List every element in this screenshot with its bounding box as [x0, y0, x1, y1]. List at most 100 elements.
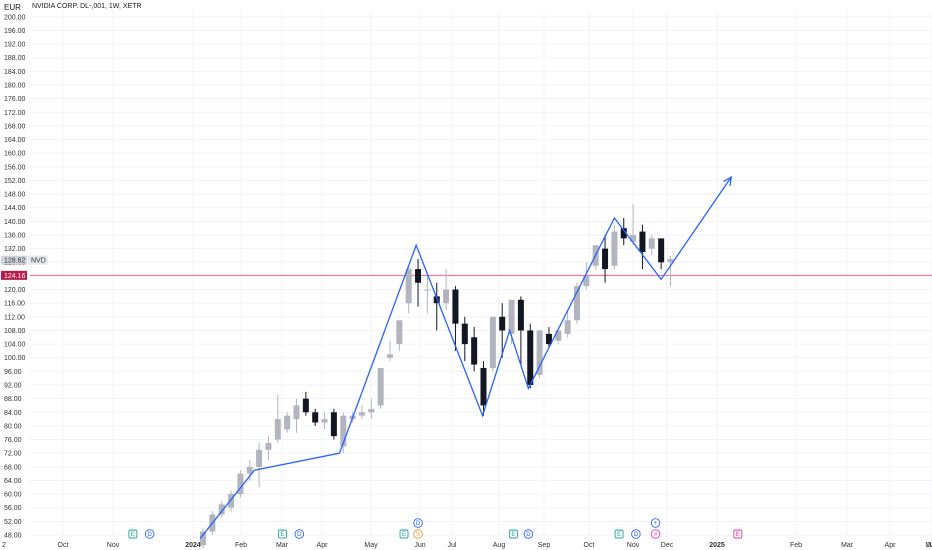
y-tick-label: 172.00	[4, 110, 26, 117]
candle-body	[330, 412, 337, 437]
event-marker[interactable]: D	[523, 529, 534, 539]
candle-body	[489, 316, 496, 368]
price-badges: 128.62 NVD 124.16	[1, 255, 48, 280]
candle-body	[443, 289, 450, 304]
event-badge	[413, 518, 423, 528]
y-tick-label: 196.00	[4, 28, 26, 35]
candle-body	[517, 299, 524, 331]
earnings-badge	[399, 529, 409, 539]
event-letter: E	[511, 532, 515, 538]
candle	[265, 436, 272, 460]
y-tick-label: 176.00	[4, 96, 26, 103]
earnings-badge	[733, 529, 743, 539]
event-marker[interactable]: D	[144, 529, 155, 539]
candle-body	[555, 330, 562, 341]
pattern-drawing[interactable]	[199, 175, 733, 539]
candle-body	[667, 258, 674, 263]
price-axis[interactable]: 48.00 52.00 56.00 60.00 64.00 68.00 72.00 76.00…	[4, 14, 26, 539]
candle	[415, 258, 422, 307]
y-tick-label: 52.00	[4, 519, 22, 526]
earnings-badge	[508, 529, 518, 539]
y-tick-label: 108.00	[4, 328, 26, 335]
y-tick-label: 188.00	[4, 55, 26, 62]
candle-body	[246, 466, 253, 474]
y-tick-label: 116.00	[4, 301, 25, 308]
x-tick-label: Nov	[627, 542, 640, 549]
candle-body	[424, 289, 431, 291]
candle	[592, 245, 599, 270]
y-tick-label: 100.00	[4, 355, 26, 362]
candle	[499, 303, 506, 358]
x-tick-label: Feb	[235, 542, 247, 549]
candle-body	[527, 330, 534, 385]
x-tick-label: Jul	[448, 542, 457, 549]
candle	[461, 316, 468, 362]
candle-body	[508, 299, 515, 334]
y-tick-label: 132.00	[4, 246, 26, 253]
x-tick-label: Dec	[661, 542, 674, 549]
y-tick-label: 60.00	[4, 492, 22, 499]
candle-body	[574, 286, 580, 321]
event-marker[interactable]: D	[413, 518, 423, 528]
event-markers[interactable]: E D E D E S E D E D # E D +	[128, 518, 743, 539]
event-marker[interactable]: +	[650, 518, 661, 528]
candle-body	[536, 330, 543, 375]
candle-body	[321, 419, 328, 423]
candle-body	[564, 320, 571, 334]
candle	[471, 327, 478, 372]
y-tick-label: 168.00	[4, 123, 26, 130]
candle	[648, 235, 655, 256]
y-tick-label: 64.00	[4, 478, 22, 485]
event-marker[interactable]: S	[413, 529, 423, 539]
event-marker[interactable]: E	[399, 529, 409, 539]
event-marker[interactable]: E	[128, 529, 138, 539]
y-tick-label: 156.00	[4, 164, 26, 171]
candle	[545, 327, 552, 348]
event-badge	[631, 529, 641, 539]
event-badge	[523, 529, 534, 539]
event-letter: D	[526, 532, 531, 538]
candle-body	[312, 412, 319, 423]
candle-body	[583, 275, 590, 287]
candle	[583, 262, 590, 290]
event-marker[interactable]: E	[278, 529, 287, 539]
candle	[396, 320, 403, 351]
candle	[228, 490, 235, 512]
candle	[639, 224, 646, 270]
event-letter: +	[654, 521, 658, 527]
x-tick-label: Sep	[538, 542, 551, 549]
event-letter: D	[297, 532, 302, 538]
chart-header: EUR NVIDIA CORP. DL-,001, 1W, XETR	[0, 0, 932, 14]
x-tick-label: May	[925, 542, 932, 549]
x-tick-label: Oct	[58, 542, 69, 549]
candle	[302, 391, 309, 416]
candle-body	[480, 367, 487, 406]
candle-body	[358, 412, 365, 416]
event-marker[interactable]: E	[508, 529, 518, 539]
line-level-badge: 124.16	[1, 270, 27, 280]
event-letter: #	[654, 532, 658, 538]
candle-body	[274, 419, 281, 440]
candle	[564, 310, 571, 338]
zigzag-pattern-line[interactable]	[199, 176, 732, 539]
time-axis[interactable]: 2 Oct Nov 2024 Feb Mar Apr May Jun Jul Aug Sep Oct No…	[2, 542, 932, 549]
candle	[330, 408, 337, 440]
candle	[284, 412, 291, 433]
candle-body	[630, 235, 637, 242]
candle	[489, 316, 496, 372]
event-marker[interactable]: E	[614, 529, 624, 539]
event-marker[interactable]: E	[733, 529, 743, 539]
candle	[321, 412, 328, 430]
event-letter: E	[402, 532, 406, 538]
candle	[536, 330, 543, 379]
event-marker[interactable]: #	[650, 529, 661, 539]
y-tick-label: 68.00	[4, 464, 22, 471]
symbol-title: NVIDIA CORP. DL-,001, 1W, XETR	[32, 3, 142, 10]
event-marker[interactable]: D	[294, 529, 305, 539]
candle-body	[415, 269, 422, 283]
event-marker[interactable]: D	[631, 529, 641, 539]
y-tick-label: 148.00	[4, 192, 26, 199]
event-badge	[294, 529, 305, 539]
last-price-badge: 128.62 NVD	[1, 255, 48, 265]
